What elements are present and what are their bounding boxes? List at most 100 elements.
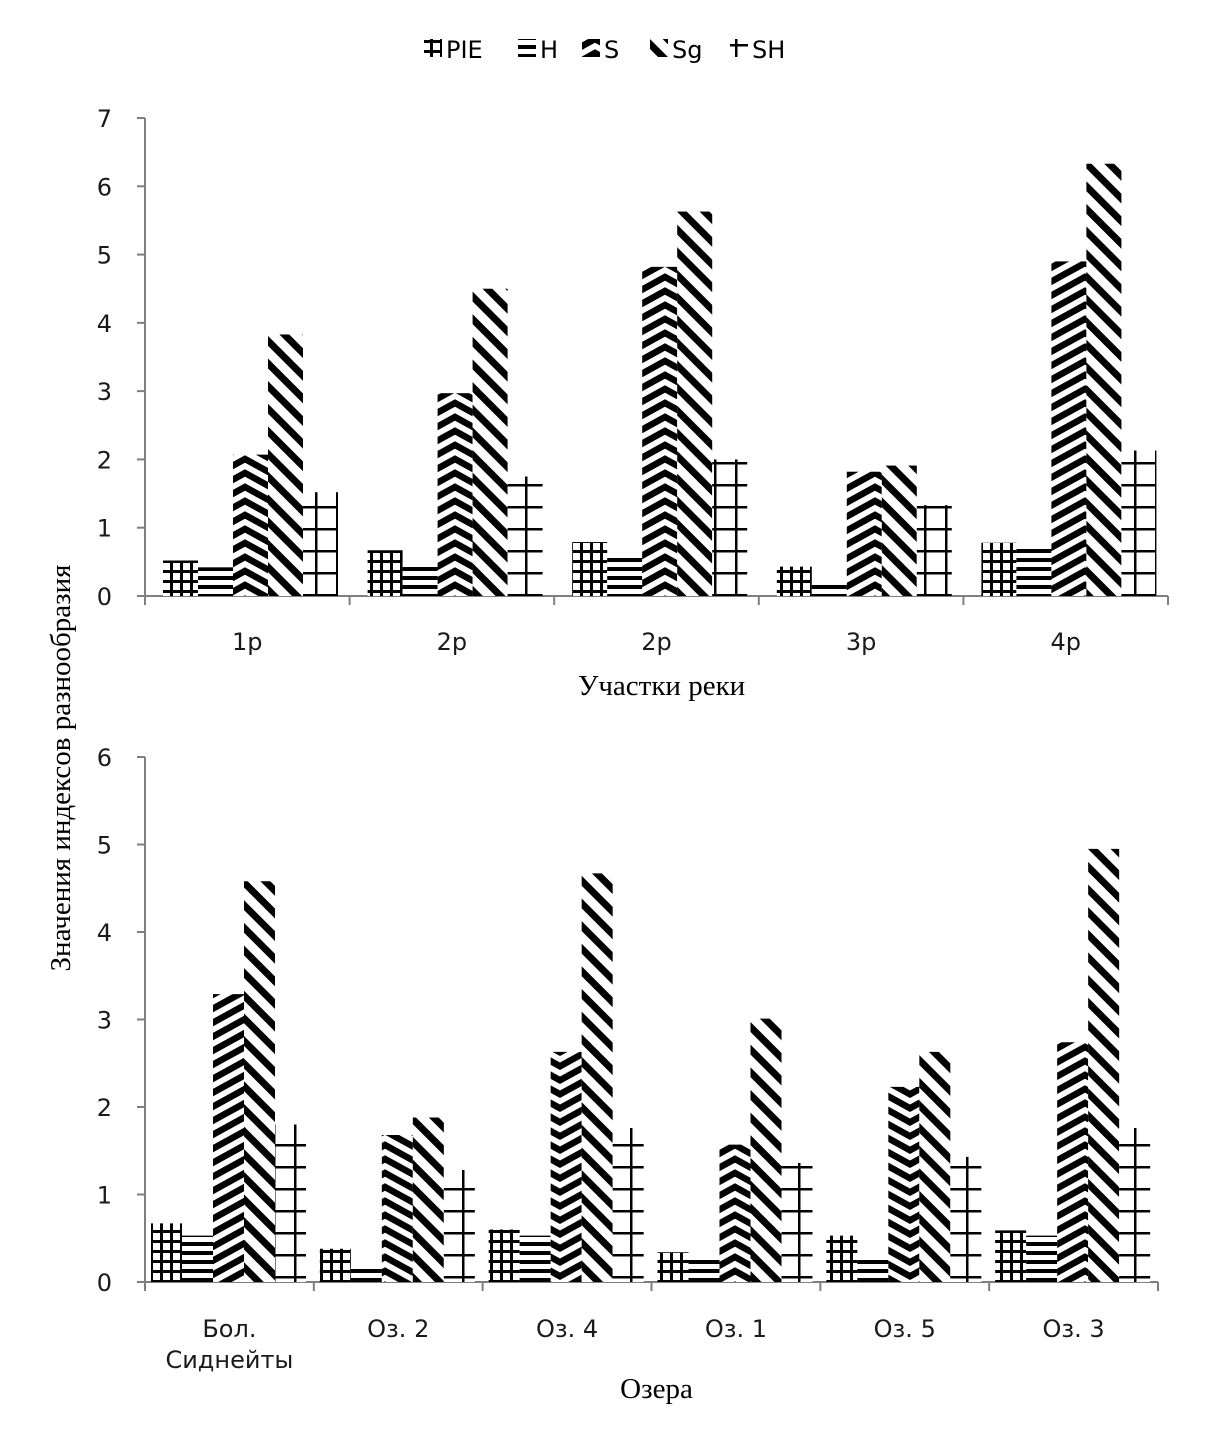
- bar-s-1: [437, 393, 473, 596]
- bar-sh-4: [1121, 450, 1157, 596]
- x-tick-label: Оз. 5: [874, 1315, 936, 1343]
- bar-h-0: [182, 1235, 213, 1282]
- bar-sg-5: [1088, 848, 1120, 1282]
- legend-label-pie: PIE: [446, 36, 483, 64]
- x-axis-title: Озера: [620, 1373, 693, 1405]
- bar-h-0: [198, 567, 233, 596]
- bar-h-5: [1026, 1235, 1058, 1282]
- bar-sh-1: [507, 476, 543, 596]
- legend-item-pie: PIE: [424, 36, 483, 64]
- legend-label-sh: SH: [752, 36, 785, 64]
- bar-h-3: [811, 584, 847, 596]
- x-tick-label: 4р: [1050, 628, 1081, 656]
- bar-s-2: [642, 266, 678, 596]
- y-tick-label: 6: [97, 744, 112, 772]
- bar-s-0: [213, 994, 244, 1282]
- bar-pie-2: [572, 542, 608, 596]
- legend-swatch-sh: [730, 39, 748, 57]
- bar-sh-2: [612, 1128, 644, 1282]
- bar-sg-2: [581, 873, 613, 1282]
- bar-pie-4: [981, 542, 1017, 596]
- y-tick-label: 2: [97, 1094, 112, 1122]
- bar-sg-4: [919, 1051, 951, 1282]
- bar-s-4: [888, 1086, 920, 1282]
- bar-pie-4: [826, 1235, 858, 1282]
- bar-h-3: [688, 1255, 720, 1282]
- y-axis-title: Значения индексов разнообразия: [45, 565, 77, 972]
- river-sections-chart: 0 1 2 3 4 5 6 7 1р 2р 2р 3р 4р Участки реки: [97, 105, 1169, 702]
- chart-legend: PIE H S Sg SH: [424, 36, 785, 64]
- legend-swatch-pie: [424, 39, 442, 57]
- bar-sg-0: [244, 881, 275, 1282]
- y-tick-label: 0: [97, 1269, 112, 1297]
- x-tick-label: 2р: [641, 628, 672, 656]
- bar-s-4: [1051, 261, 1087, 596]
- bar-sg-0: [268, 334, 303, 596]
- bar-h-2: [519, 1235, 551, 1282]
- bar-sg-1: [412, 1117, 444, 1282]
- y-tick-label: 3: [97, 1007, 112, 1035]
- bar-sh-0: [275, 1124, 306, 1282]
- bar-s-3: [846, 471, 882, 596]
- legend-swatch-sg: [650, 39, 668, 57]
- bar-sh-5: [1119, 1128, 1151, 1282]
- legend-item-sh: SH: [730, 36, 785, 64]
- x-tick-label: Оз. 4: [536, 1315, 598, 1343]
- y-tick-label: 4: [97, 919, 112, 947]
- bar-sh-1: [443, 1170, 475, 1282]
- bar-h-4: [1016, 546, 1052, 596]
- y-tick-label: 5: [97, 242, 112, 270]
- x-tick-label: Оз. 2: [367, 1315, 429, 1343]
- bar-sg-4: [1086, 163, 1122, 596]
- legend-label-sg: Sg: [672, 36, 702, 64]
- legend-swatch-s: [582, 39, 600, 57]
- bar-sh-3: [916, 505, 952, 596]
- bar-sg-2: [677, 211, 713, 596]
- x-tick-label: Бол. Сиднейты: [165, 1315, 293, 1374]
- bar-pie-1: [367, 550, 403, 596]
- bar-h-1: [350, 1266, 382, 1282]
- legend-item-h: H: [518, 36, 558, 64]
- bar-pie-3: [776, 566, 812, 596]
- bar-pie-5: [995, 1230, 1027, 1282]
- y-tick-label: 6: [97, 173, 112, 201]
- bar-pie-2: [488, 1229, 520, 1282]
- bar-pie-1: [319, 1248, 351, 1282]
- legend-label-h: H: [540, 36, 558, 64]
- bar-pie-0: [163, 560, 198, 596]
- y-tick-label: 1: [97, 515, 112, 543]
- bar-h-4: [857, 1255, 889, 1282]
- lakes-chart: 0 1 2 3 4 5 6 Бол. Сиднейты Оз. 2 Оз. 4 Оз. 1 Оз. 5 О…: [97, 744, 1159, 1405]
- y-tick-label: 5: [97, 832, 112, 860]
- x-tick-label: Оз. 1: [705, 1315, 767, 1343]
- bar-s-1: [381, 1135, 413, 1282]
- bar-sg-1: [472, 288, 508, 596]
- bar-sh-0: [303, 492, 338, 596]
- bar-sg-3: [881, 465, 917, 596]
- bar-s-5: [1057, 1042, 1089, 1282]
- bar-h-2: [607, 552, 643, 596]
- bar-s-0: [233, 454, 268, 596]
- bar-pie-0: [151, 1223, 182, 1282]
- x-tick-label: 2р: [437, 628, 468, 656]
- bar-sh-4: [950, 1156, 982, 1282]
- bar-sh-3: [781, 1163, 813, 1282]
- bar-s-3: [719, 1144, 751, 1282]
- legend-swatch-h: [518, 39, 536, 57]
- bar-sg-3: [750, 1018, 782, 1282]
- y-tick-label: 2: [97, 446, 112, 474]
- bar-h-1: [402, 562, 438, 596]
- legend-label-s: S: [604, 36, 619, 64]
- legend-item-s: S: [582, 36, 619, 64]
- x-tick-label: 3р: [846, 628, 877, 656]
- x-tick-label: Оз. 3: [1042, 1315, 1104, 1343]
- y-tick-label: 0: [97, 583, 112, 611]
- y-tick-label: 7: [97, 105, 112, 133]
- bar-sh-2: [712, 459, 748, 596]
- y-tick-label: 4: [97, 310, 112, 338]
- y-tick-label: 3: [97, 378, 112, 406]
- legend-item-sg: Sg: [650, 36, 702, 64]
- bar-s-2: [550, 1051, 582, 1282]
- x-tick-label: 1р: [232, 628, 263, 656]
